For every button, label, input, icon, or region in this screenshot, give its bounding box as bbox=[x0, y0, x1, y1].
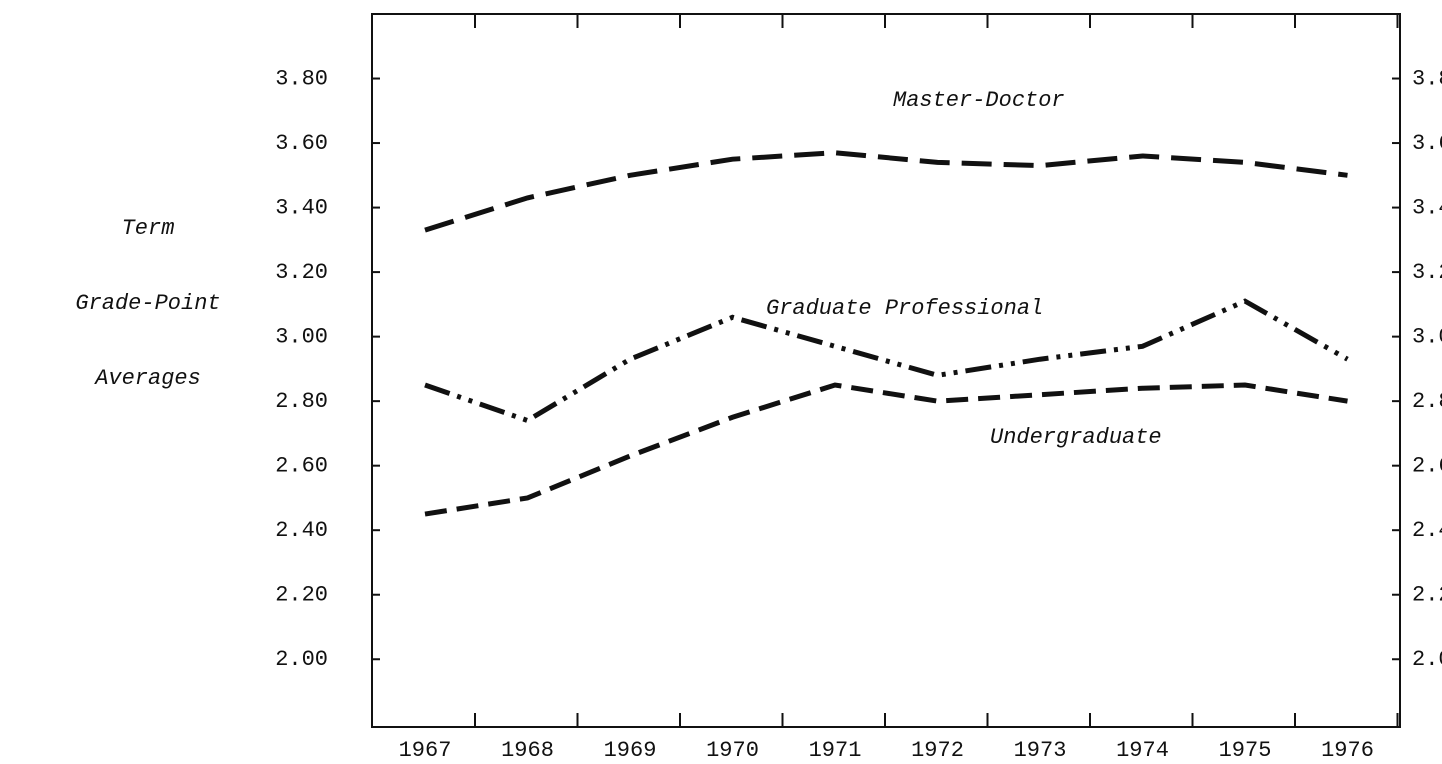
series-label: Master-Doctor bbox=[893, 88, 1065, 113]
y2-tick-label: 2.00 bbox=[1412, 647, 1442, 672]
series-line bbox=[424, 298, 1349, 424]
y2-tick-label: 2.40 bbox=[1412, 518, 1442, 543]
y-tick-label: 3.40 bbox=[275, 195, 328, 220]
y2-tick-label: 3.80 bbox=[1412, 66, 1442, 91]
x-tick-label: 1974 bbox=[1116, 738, 1169, 763]
y-tick-label: 2.00 bbox=[275, 647, 328, 672]
y-axis-label: Averages bbox=[93, 366, 201, 391]
y-tick-label: 2.20 bbox=[275, 583, 328, 608]
y-tick-label: 2.60 bbox=[275, 453, 328, 478]
plot-frame bbox=[371, 13, 1401, 728]
y-tick-label: 3.80 bbox=[275, 66, 328, 91]
series-label: Undergraduate bbox=[990, 425, 1162, 450]
x-tick-label: 1970 bbox=[706, 738, 759, 763]
y2-tick-label: 3.20 bbox=[1412, 260, 1442, 285]
series-line bbox=[424, 382, 1348, 517]
x-tick-label: 1967 bbox=[399, 738, 452, 763]
y2-tick-label: 2.20 bbox=[1412, 583, 1442, 608]
y2-tick-label: 3.40 bbox=[1412, 195, 1442, 220]
x-tick-label: 1969 bbox=[604, 738, 657, 763]
y-tick-label: 2.80 bbox=[275, 389, 328, 414]
y-tick-label: 2.40 bbox=[275, 518, 328, 543]
x-tick-label: 1968 bbox=[501, 738, 554, 763]
y-axis-label: Grade-Point bbox=[75, 291, 220, 316]
y2-tick-label: 3.60 bbox=[1412, 131, 1442, 156]
y-tick-label: 3.60 bbox=[275, 131, 328, 156]
y2-tick-label: 2.60 bbox=[1412, 453, 1442, 478]
series-label: Graduate Professional bbox=[766, 296, 1043, 321]
y-tick-label: 3.00 bbox=[275, 324, 328, 349]
y-axis-label: Term bbox=[122, 216, 175, 241]
x-tick-label: 1973 bbox=[1014, 738, 1067, 763]
x-tick-label: 1971 bbox=[809, 738, 862, 763]
x-tick-label: 1976 bbox=[1321, 738, 1374, 763]
y-tick-label: 3.20 bbox=[275, 260, 328, 285]
y2-tick-label: 3.00 bbox=[1412, 324, 1442, 349]
y2-tick-label: 2.80 bbox=[1412, 389, 1442, 414]
series-line bbox=[424, 150, 1348, 233]
x-tick-label: 1972 bbox=[911, 738, 964, 763]
x-tick-label: 1975 bbox=[1219, 738, 1272, 763]
